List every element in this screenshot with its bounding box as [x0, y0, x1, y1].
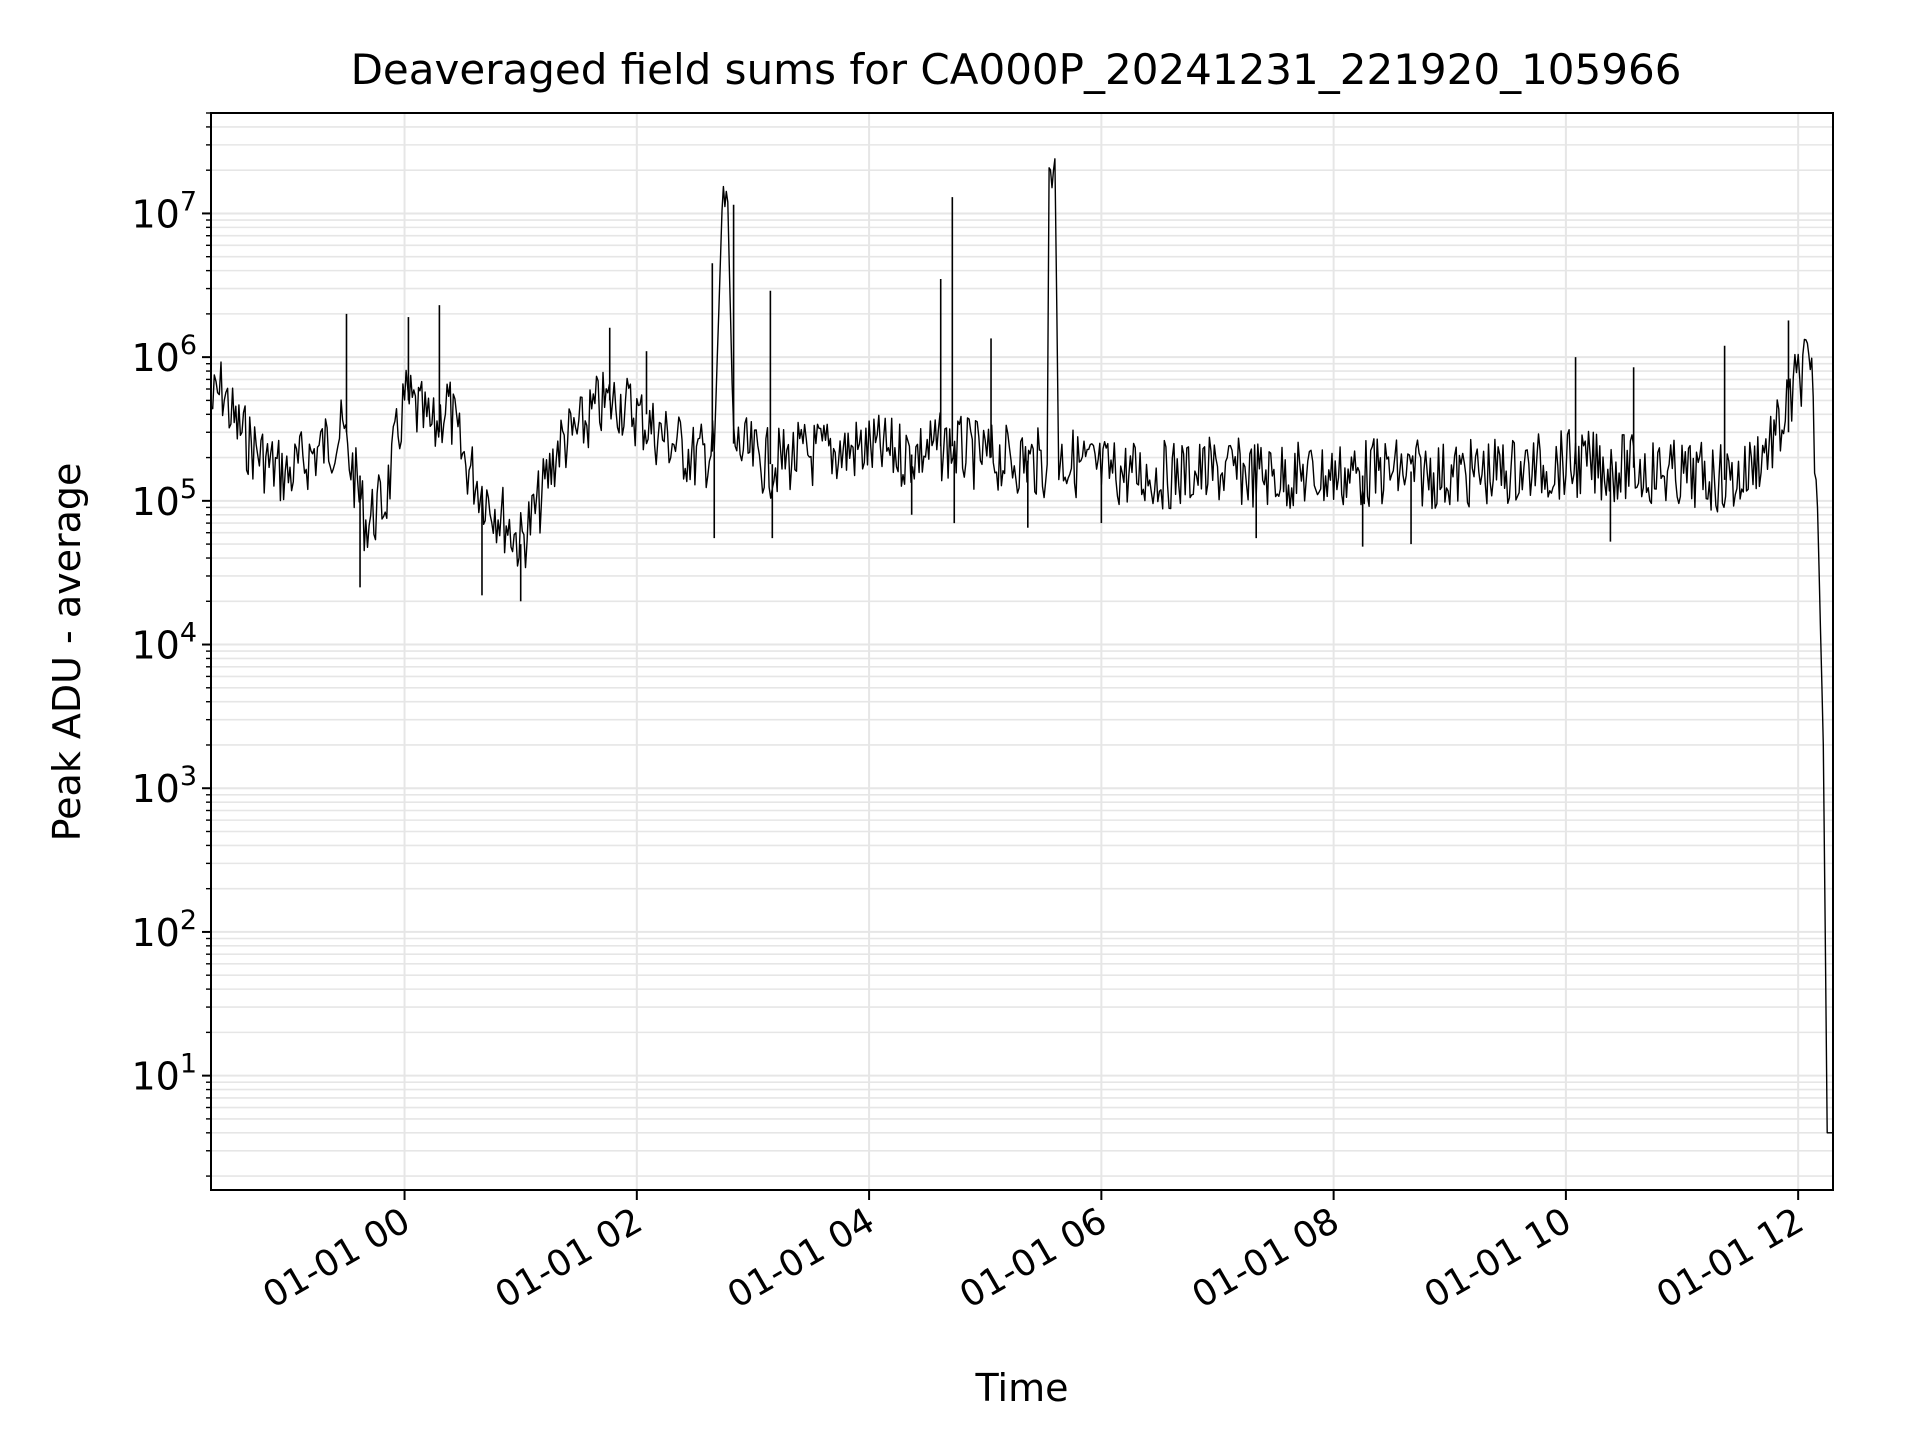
x-tick-label: 01-01 06	[953, 1200, 1114, 1316]
x-tick-label: 01-01 04	[721, 1200, 882, 1316]
y-tick-label: 102	[131, 905, 197, 955]
y-tick-label: 104	[131, 618, 197, 668]
x-tick-label: 01-01 08	[1185, 1200, 1346, 1316]
x-axis-label: Time	[975, 1366, 1069, 1410]
x-tick-label: 01-01 10	[1418, 1200, 1579, 1316]
y-tick-label: 105	[131, 474, 197, 524]
x-tick-label: 01-01 12	[1650, 1200, 1811, 1316]
tick-layer: 101 102 103 104 105 106 107 01-01 00 01-01 02 01-…	[131, 112, 1811, 1317]
x-tick-label: 01-01 02	[489, 1200, 650, 1316]
y-tick-label: 106	[131, 330, 197, 380]
y-tick-label: 101	[131, 1049, 197, 1099]
series-line	[210, 158, 1833, 1134]
y-tick-label: 103	[131, 761, 197, 811]
series-layer	[210, 158, 1833, 1134]
y-tick-label: 107	[131, 186, 197, 236]
chart-title: Deaveraged field sums for CA000P_2024123…	[351, 45, 1682, 94]
grid-layer	[211, 112, 1833, 1190]
x-tick-label: 01-01 00	[256, 1200, 417, 1316]
y-axis-label: Peak ADU - average	[45, 463, 89, 842]
